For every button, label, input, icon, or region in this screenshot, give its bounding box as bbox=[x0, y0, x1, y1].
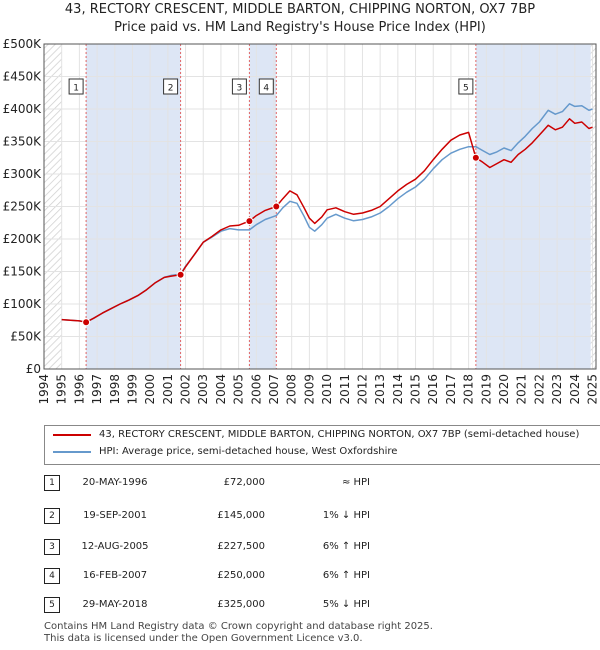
x-tick-label: 2022 bbox=[532, 374, 546, 405]
x-tick-label: 2002 bbox=[179, 374, 193, 405]
x-tick-label: 2024 bbox=[568, 374, 582, 405]
x-tick-label: 2023 bbox=[550, 374, 564, 405]
chart-legend: 43, RECTORY CRESCENT, MIDDLE BARTON, CHI… bbox=[44, 425, 600, 465]
x-tick-label: 2005 bbox=[232, 374, 246, 405]
legend-item-property: 43, RECTORY CRESCENT, MIDDLE BARTON, CHI… bbox=[53, 429, 579, 445]
sale-label-text: 3 bbox=[237, 84, 243, 94]
y-tick-label: £100K bbox=[3, 297, 43, 311]
x-tick-label: 1999 bbox=[125, 374, 139, 405]
sale-point bbox=[82, 318, 91, 327]
transaction-date: 29-MAY-2018 bbox=[82, 599, 148, 610]
transaction-price: £325,000 bbox=[217, 599, 265, 610]
x-tick-label: 2009 bbox=[302, 374, 316, 405]
chart-subtitle: Price paid vs. HM Land Registry's House … bbox=[114, 20, 486, 35]
transaction-date: 12-AUG-2005 bbox=[81, 541, 149, 552]
y-tick-label: £250K bbox=[3, 200, 43, 214]
y-tick-label: £50K bbox=[10, 330, 42, 344]
x-tick-label: 1995 bbox=[55, 374, 69, 405]
x-tick-label: 1998 bbox=[108, 374, 122, 405]
x-tick-label: 2006 bbox=[249, 374, 263, 405]
sale-label-text: 4 bbox=[263, 84, 269, 94]
transaction-date: 16-FEB-2007 bbox=[82, 570, 148, 581]
x-tick-label: 2000 bbox=[143, 374, 157, 405]
x-tick-label: 2001 bbox=[161, 374, 175, 405]
legend-item-hpi: HPI: Average price, semi-detached house,… bbox=[53, 446, 397, 462]
x-tick-label: 1997 bbox=[90, 374, 104, 405]
sale-point bbox=[272, 202, 281, 211]
x-tick-label: 2015 bbox=[409, 374, 423, 405]
sale-label-box bbox=[458, 78, 474, 95]
transaction-price: £72,000 bbox=[223, 477, 265, 488]
y-tick-label: £450K bbox=[3, 70, 43, 84]
sale-label-text: 5 bbox=[463, 84, 469, 94]
sale-label-box bbox=[258, 78, 274, 95]
sale-point bbox=[471, 153, 480, 162]
x-tick-label: 2025 bbox=[585, 374, 599, 405]
transaction-hpi-comparison: ≈ HPI bbox=[341, 477, 370, 488]
x-tick-label: 2013 bbox=[373, 374, 387, 405]
transaction-row: 2 19-SEP-2001 £145,000 1% ↓ HPI bbox=[0, 507, 600, 527]
y-tick-label: £300K bbox=[3, 167, 43, 181]
transaction-row: 5 29-MAY-2018 £325,000 5% ↓ HPI bbox=[0, 596, 600, 616]
sale-point bbox=[245, 217, 254, 226]
sale-label-text: 1 bbox=[73, 84, 79, 94]
transaction-number: 1 bbox=[44, 475, 60, 491]
x-tick-label: 2016 bbox=[426, 374, 440, 405]
legend-label-property: 43, RECTORY CRESCENT, MIDDLE BARTON, CHI… bbox=[99, 429, 580, 440]
legend-swatch-hpi bbox=[53, 450, 91, 453]
sale-label-box bbox=[163, 78, 179, 95]
transaction-date: 20-MAY-1996 bbox=[82, 477, 148, 488]
y-tick-label: £150K bbox=[3, 265, 43, 279]
y-tick-label: £200K bbox=[3, 232, 43, 246]
x-tick-label: 2008 bbox=[285, 374, 299, 405]
transaction-number: 3 bbox=[44, 539, 60, 555]
y-tick-label: £400K bbox=[3, 102, 43, 116]
chart-title: 43, RECTORY CRESCENT, MIDDLE BARTON, CHI… bbox=[64, 2, 536, 17]
x-tick-label: 1996 bbox=[72, 374, 86, 405]
sale-point bbox=[176, 270, 185, 279]
transaction-row: 1 20-MAY-1996 £72,000 ≈ HPI bbox=[0, 474, 600, 494]
x-tick-label: 2021 bbox=[515, 374, 529, 405]
x-tick-label: 2007 bbox=[267, 374, 281, 405]
x-tick-label: 2014 bbox=[391, 374, 405, 405]
transaction-hpi-comparison: 1% ↓ HPI bbox=[322, 510, 370, 521]
transaction-hpi-comparison: 5% ↓ HPI bbox=[322, 599, 370, 610]
transaction-hpi-comparison: 6% ↑ HPI bbox=[322, 541, 370, 552]
x-tick-label: 2003 bbox=[196, 374, 210, 405]
x-tick-label: 2010 bbox=[320, 374, 334, 405]
transaction-hpi-comparison: 6% ↑ HPI bbox=[322, 570, 370, 581]
transaction-date: 19-SEP-2001 bbox=[83, 510, 147, 521]
sale-label-box bbox=[231, 78, 247, 95]
transaction-row: 3 12-AUG-2005 £227,500 6% ↑ HPI bbox=[0, 538, 600, 558]
x-tick-label: 2017 bbox=[444, 374, 458, 405]
footer-copyright: Contains HM Land Registry data © Crown c… bbox=[44, 621, 433, 632]
y-tick-label: £0 bbox=[26, 362, 41, 376]
x-tick-label: 2018 bbox=[462, 374, 476, 405]
x-tick-label: 2020 bbox=[497, 374, 511, 405]
x-tick-label: 2019 bbox=[479, 374, 493, 405]
series-line-property bbox=[61, 118, 593, 323]
price-chart: 1 2 3 4 5 £0 £50K £100K £150K £200K £250K £300K £350… bbox=[3, 37, 600, 405]
footer-licence: This data is licensed under the Open Gov… bbox=[44, 633, 363, 644]
transaction-price: £227,500 bbox=[217, 541, 265, 552]
transaction-number: 4 bbox=[44, 568, 60, 584]
x-tick-label: 2004 bbox=[214, 374, 228, 405]
transaction-price: £250,000 bbox=[217, 570, 265, 581]
y-tick-label: £350K bbox=[3, 135, 43, 149]
y-tick-label: £500K bbox=[3, 37, 43, 51]
transaction-number: 2 bbox=[44, 508, 60, 524]
legend-label-hpi: HPI: Average price, semi-detached house,… bbox=[99, 446, 398, 457]
x-tick-label: 2011 bbox=[338, 374, 352, 405]
x-tick-label: 2012 bbox=[355, 374, 369, 405]
transaction-number: 5 bbox=[44, 597, 60, 613]
transaction-price: £145,000 bbox=[217, 510, 265, 521]
plot-border bbox=[43, 43, 597, 370]
transaction-row: 4 16-FEB-2007 £250,000 6% ↑ HPI bbox=[0, 567, 600, 587]
legend-swatch-property bbox=[53, 433, 91, 436]
sale-label-box bbox=[68, 78, 84, 95]
sale-label-text: 2 bbox=[168, 84, 174, 94]
x-tick-label: 1994 bbox=[37, 374, 51, 405]
